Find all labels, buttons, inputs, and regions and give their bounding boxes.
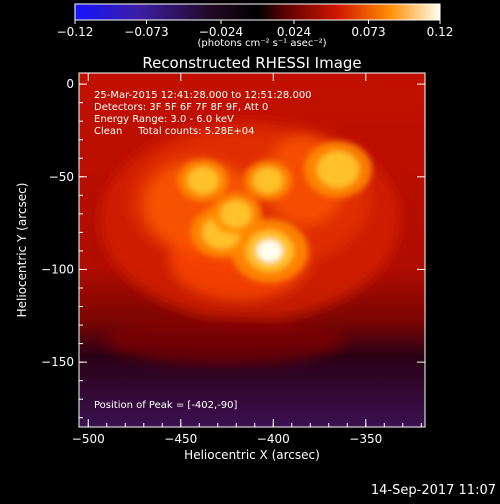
info-line-2: Detectors: 3F 5F 6F 7F 8F 9F, Att 0 — [94, 102, 268, 113]
x-tick-label: −400 — [257, 432, 290, 446]
y-axis: 0 −50 −100 −150 — [41, 77, 425, 419]
colorbar-tick-label: −0.12 — [57, 25, 94, 39]
colorbar-tick-label: −0.024 — [199, 25, 243, 39]
source-peak — [256, 239, 283, 263]
y-tick-label: −150 — [41, 355, 74, 369]
colorbar-tick-label: 0.12 — [427, 25, 454, 39]
y-axis-label: Heliocentric Y (arcsec) — [15, 183, 29, 318]
y-tick-label: 0 — [66, 77, 74, 91]
info-line-4: Clean Total counts: 5.28E+04 — [94, 126, 254, 137]
y-tick-label: −50 — [49, 170, 74, 184]
x-axis: −500 −450 −400 −350 — [72, 73, 422, 446]
x-tick-label: −500 — [72, 432, 105, 446]
colorbar-tick-label: 0.024 — [277, 25, 311, 39]
source-core — [252, 167, 283, 194]
heatmap-image — [79, 73, 425, 427]
x-tick-label: −450 — [164, 432, 197, 446]
info-line-3: Energy Range: 3.0 - 6.0 keV — [94, 114, 234, 125]
source-core — [187, 166, 219, 195]
colorbar-gradient — [74, 3, 441, 21]
x-axis-label: Heliocentric X (arcsec) — [184, 448, 320, 462]
colorbar: −0.12 −0.073 −0.024 0.024 0.073 0.12 (photons… — [57, 3, 454, 49]
colorbar-units: (photons cm⁻² s⁻¹ asec⁻²) — [197, 38, 326, 49]
source-core — [220, 200, 253, 228]
info-annotation: 25-Mar-2015 12:41:28.000 to 12:51:28.000… — [94, 90, 312, 137]
plot-frame — [78, 72, 426, 428]
peak-position-label: Position of Peak = [-402,-90] — [94, 400, 238, 411]
colorbar-tick-label: −0.073 — [124, 25, 168, 39]
footer-date: 14-Sep-2017 11:07 — [371, 483, 496, 498]
chart-title: Reconstructed RHESSI Image — [142, 54, 361, 72]
info-line-1: 25-Mar-2015 12:41:28.000 to 12:51:28.000 — [94, 90, 312, 101]
source-core — [316, 150, 360, 188]
x-tick-label: −350 — [349, 432, 382, 446]
y-tick-label: −100 — [41, 262, 74, 276]
colorbar-tick-label: 0.073 — [351, 25, 385, 39]
